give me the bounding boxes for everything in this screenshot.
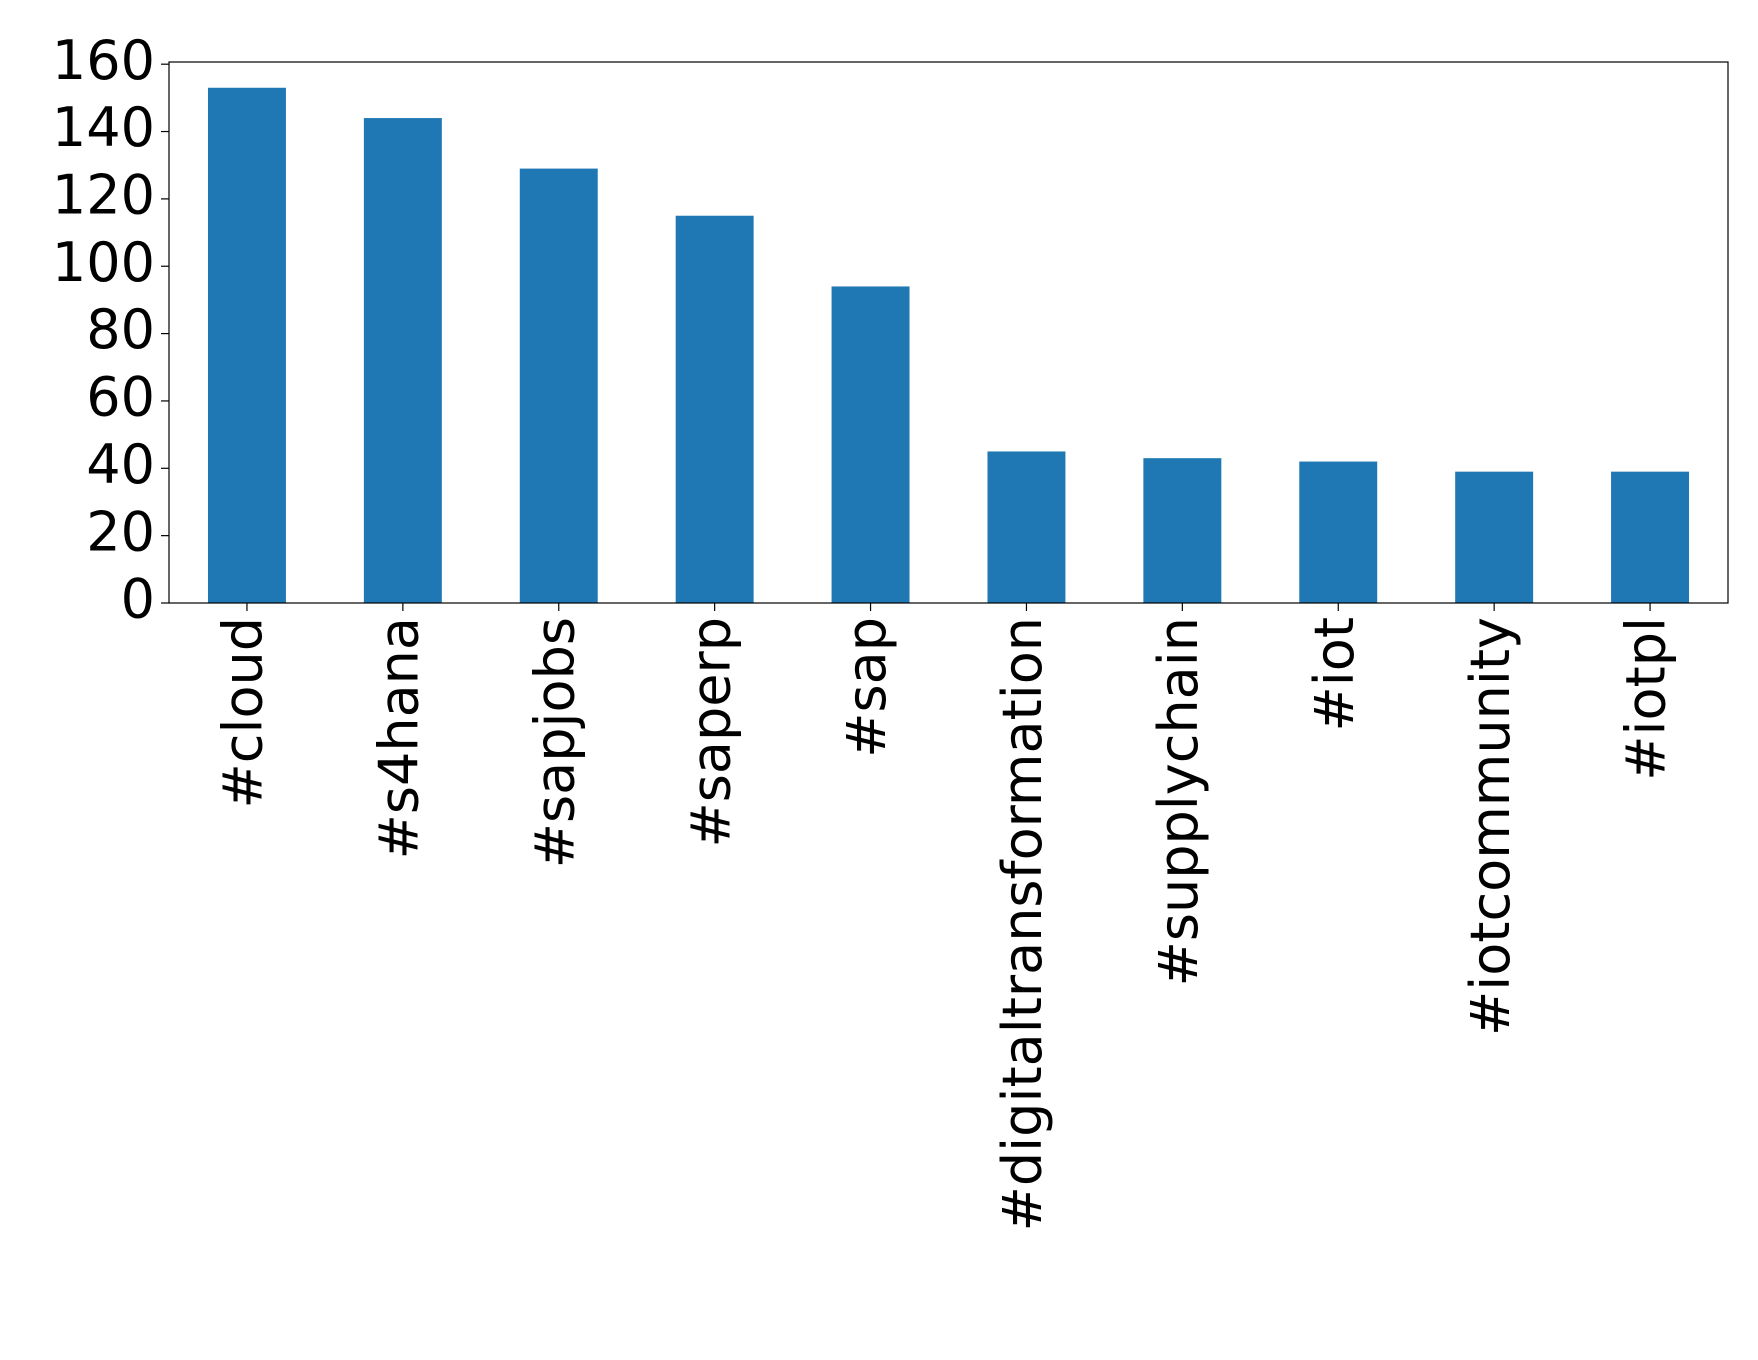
- y-tick-label: 40: [86, 433, 155, 496]
- x-tick-label: #iotcommunity: [1459, 617, 1522, 1036]
- x-tick-label: #cloud: [212, 617, 275, 808]
- bar: [1299, 461, 1378, 603]
- x-tick-label: #iotpl: [1615, 617, 1678, 781]
- x-tick-label: #digitaltransformation: [991, 617, 1054, 1231]
- y-tick-label: 0: [121, 568, 155, 631]
- bar: [1611, 471, 1690, 603]
- x-tick-label: #sapjobs: [523, 617, 586, 868]
- x-tick-label: #s4hana: [367, 617, 430, 859]
- bar: [363, 118, 442, 603]
- y-tick-label: 80: [86, 298, 155, 361]
- x-tick-label: #iot: [1303, 617, 1366, 731]
- y-tick-label: 20: [86, 500, 155, 563]
- y-tick-label: 60: [86, 366, 155, 429]
- bar: [675, 215, 754, 603]
- plot-frame: [168, 61, 1729, 604]
- bar: [1143, 458, 1222, 603]
- bar: [519, 168, 598, 604]
- y-tick-label: 140: [52, 96, 155, 159]
- x-tick-label: #saperp: [679, 617, 742, 847]
- x-tick-label: #supplychain: [1147, 617, 1210, 986]
- bar: [831, 286, 910, 603]
- x-tick-label: #sap: [835, 617, 898, 758]
- bar: [207, 87, 286, 603]
- y-tick-label: 100: [52, 231, 155, 294]
- y-tick-label: 160: [52, 29, 155, 92]
- y-tick-label: 120: [52, 164, 155, 227]
- bar: [1455, 471, 1534, 603]
- bar: [987, 451, 1066, 603]
